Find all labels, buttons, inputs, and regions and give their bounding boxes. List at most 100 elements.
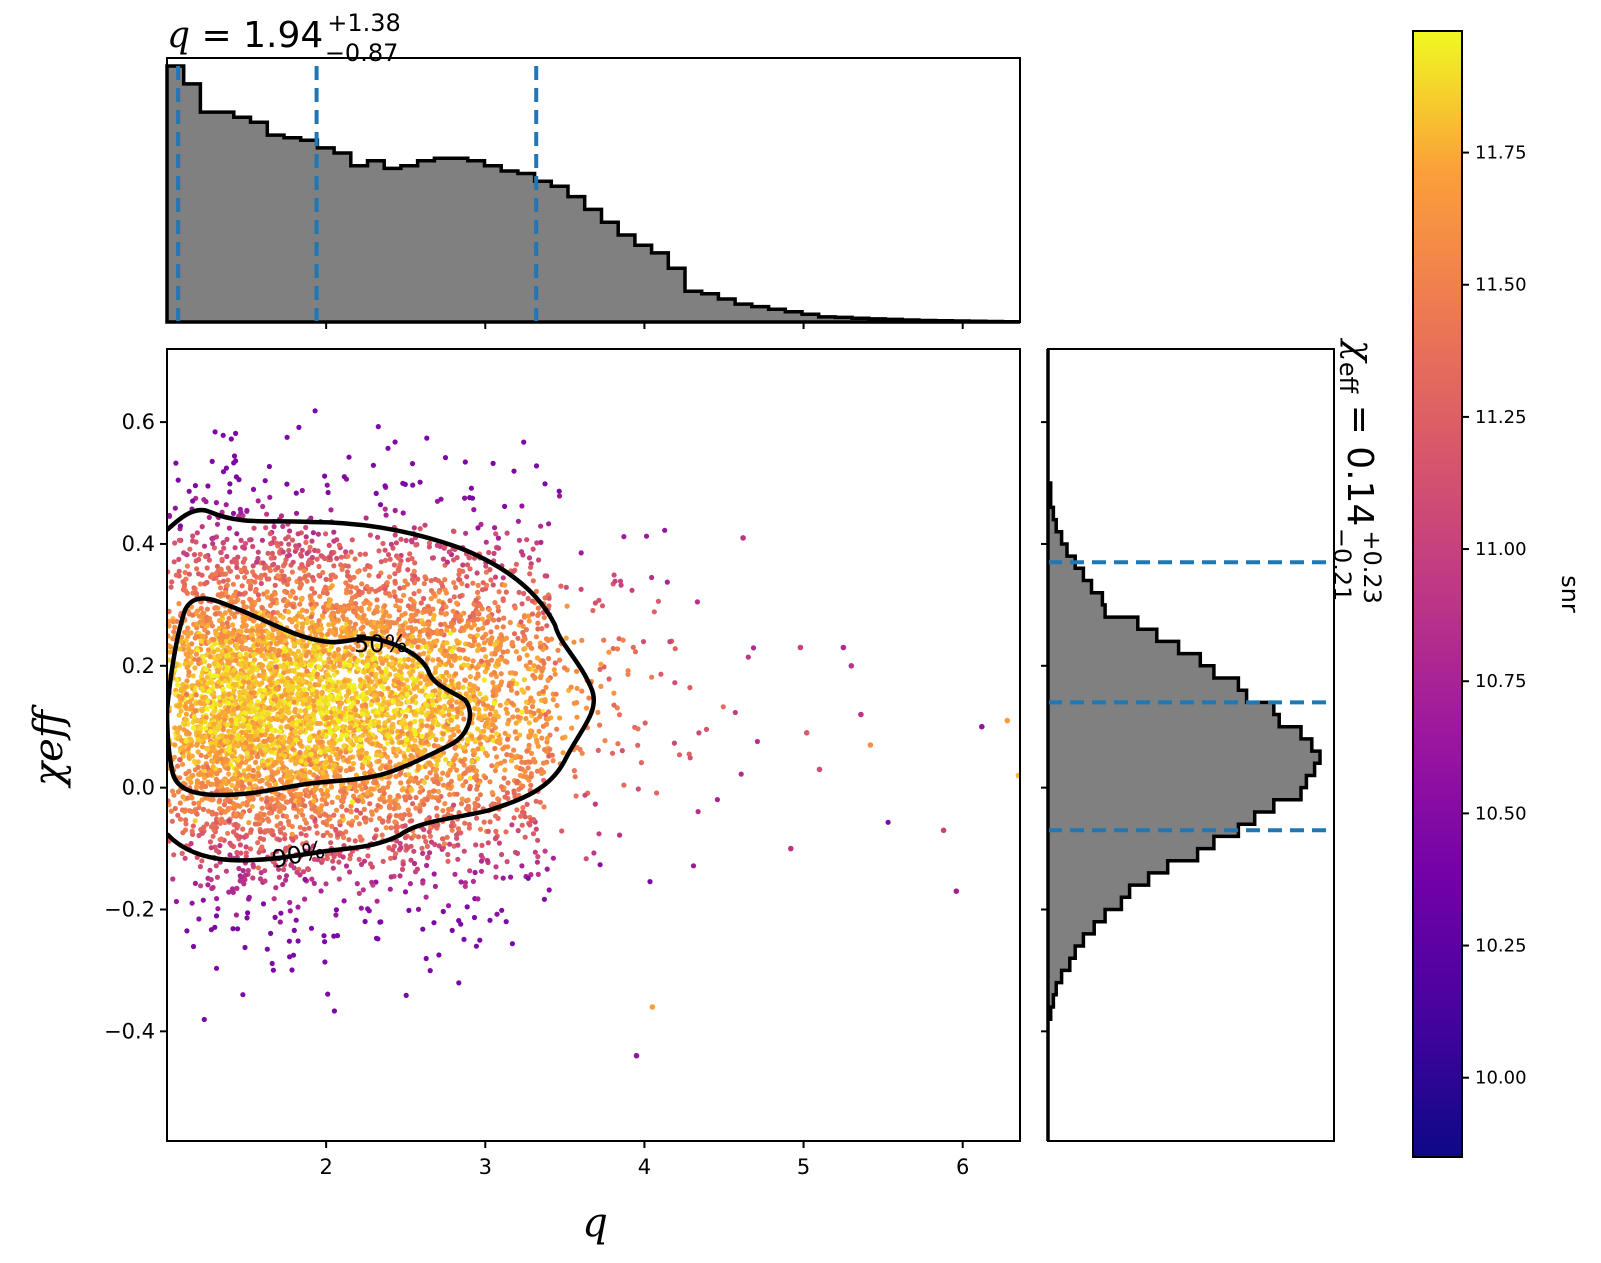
scatter-point xyxy=(280,825,286,831)
scatter-point xyxy=(262,478,268,484)
scatter-point xyxy=(329,549,335,556)
scatter-point xyxy=(248,702,254,709)
scatter-point xyxy=(557,657,563,663)
scatter-point xyxy=(447,699,453,705)
scatter-point xyxy=(470,878,476,885)
scatter-point xyxy=(308,593,314,599)
scatter-point xyxy=(444,640,450,646)
scatter-point xyxy=(374,597,380,603)
scatter-point xyxy=(272,914,278,921)
scatter-point xyxy=(267,531,273,537)
scatter-point xyxy=(524,537,530,543)
scatter-point xyxy=(213,819,219,826)
scatter-point xyxy=(204,606,210,612)
scatter-point xyxy=(441,703,447,709)
scatter-points xyxy=(167,408,1020,1059)
scatter-point xyxy=(245,867,251,874)
scatter-point xyxy=(182,855,188,861)
scatter-point xyxy=(435,822,441,828)
scatter-point xyxy=(365,683,371,689)
scatter-point xyxy=(271,896,277,902)
scatter-point xyxy=(262,878,268,884)
scatter-point xyxy=(399,676,405,682)
scatter-point xyxy=(503,829,509,835)
scatter-point xyxy=(393,773,399,780)
scatter-point xyxy=(423,955,429,962)
scatter-point xyxy=(306,672,312,679)
scatter-point xyxy=(522,636,528,642)
scatter-point xyxy=(455,826,462,832)
scatter-point xyxy=(209,811,215,817)
scatter-point xyxy=(481,677,487,683)
scatter-point xyxy=(386,803,392,809)
scatter-point xyxy=(169,788,176,794)
scatter-point xyxy=(466,641,472,647)
scatter-point xyxy=(286,938,292,944)
scatter-point xyxy=(233,912,239,918)
scatter-point xyxy=(338,554,344,560)
scatter-point xyxy=(268,930,274,937)
scatter-point xyxy=(714,797,721,803)
scatter-point xyxy=(396,804,402,811)
scatter-point xyxy=(432,669,438,676)
scatter-point xyxy=(518,754,524,760)
scatter-point xyxy=(507,681,513,687)
scatter-point xyxy=(192,880,198,887)
scatter-point xyxy=(206,514,212,521)
scatter-point xyxy=(448,823,454,829)
scatter-point xyxy=(412,694,418,700)
scatter-point xyxy=(461,744,468,751)
scatter-point xyxy=(267,705,273,711)
scatter-point xyxy=(184,678,190,684)
scatter-point xyxy=(654,790,660,796)
scatter-point xyxy=(525,685,531,691)
scatter-point xyxy=(435,743,441,749)
scatter-point xyxy=(476,707,482,713)
scatter-point xyxy=(382,557,389,564)
scatter-point xyxy=(339,684,345,691)
scatter-point xyxy=(371,835,378,841)
scatter-point xyxy=(297,872,303,878)
scatter-point xyxy=(434,774,440,780)
scatter-point xyxy=(355,666,361,672)
scatter-point xyxy=(314,830,320,836)
scatter-point xyxy=(365,712,371,718)
scatter-point xyxy=(246,894,252,901)
scatter-point xyxy=(220,686,226,692)
scatter-point xyxy=(458,879,464,885)
scatter-point xyxy=(424,774,430,781)
scatter-point xyxy=(610,645,616,652)
scatter-point xyxy=(401,584,407,591)
scatter-point xyxy=(321,660,327,666)
scatter-point xyxy=(490,680,496,686)
scatter-point xyxy=(549,752,555,758)
scatter-point xyxy=(392,571,398,577)
scatter-point xyxy=(373,671,379,678)
q-title: q = 1.94 +1.38 −0.87 xyxy=(167,9,401,67)
scatter-point xyxy=(463,779,469,785)
scatter-point xyxy=(497,643,503,649)
scatter-point xyxy=(217,702,223,708)
scatter-point xyxy=(240,826,246,832)
scatter-point xyxy=(184,928,190,934)
scatter-point xyxy=(250,794,256,800)
scatter-point xyxy=(228,842,235,848)
scatter-point xyxy=(500,624,506,630)
scatter-point xyxy=(193,651,200,657)
scatter-point xyxy=(459,580,465,587)
scatter-point xyxy=(180,761,186,767)
scatter-point xyxy=(238,537,244,544)
scatter-point xyxy=(483,654,489,660)
scatter-point xyxy=(239,583,245,589)
scatter-point xyxy=(590,607,596,614)
scatter-point xyxy=(233,599,239,605)
scatter-point xyxy=(387,764,393,770)
scatter-point xyxy=(289,537,296,543)
scatter-point xyxy=(454,791,460,797)
scatter-point xyxy=(348,549,354,555)
scatter-point xyxy=(211,721,217,727)
scatter-point xyxy=(436,691,442,697)
scatter-point xyxy=(276,837,283,843)
scatter-point xyxy=(503,706,509,712)
scatter-point xyxy=(190,772,196,779)
